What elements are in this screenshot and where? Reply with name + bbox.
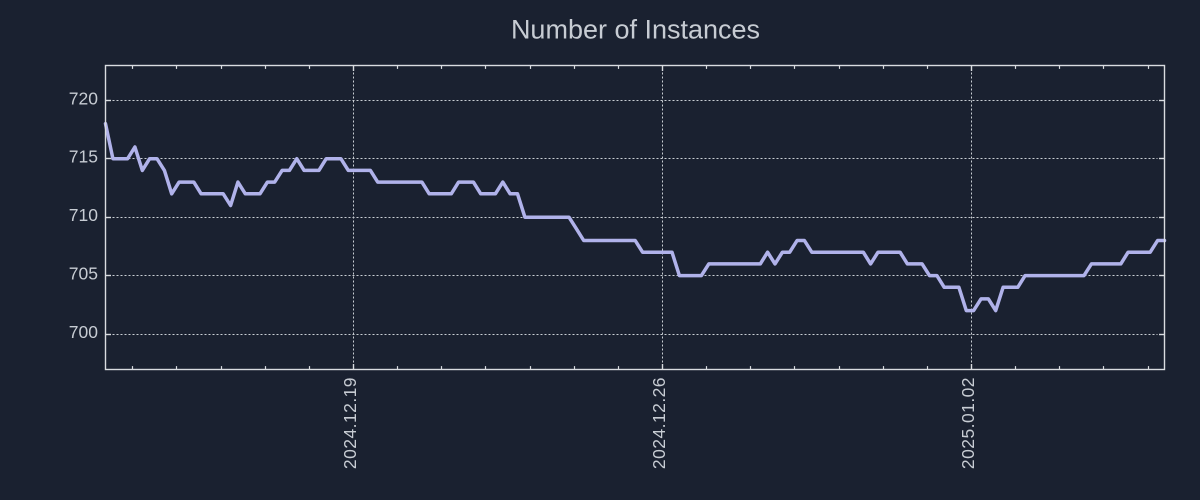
svg-text:2024.12.26: 2024.12.26	[649, 377, 669, 469]
svg-text:720: 720	[69, 88, 98, 108]
svg-text:700: 700	[69, 322, 98, 342]
svg-text:2024.12.19: 2024.12.19	[340, 377, 360, 469]
svg-text:715: 715	[69, 147, 98, 167]
svg-text:Number of Instances: Number of Instances	[511, 15, 760, 45]
svg-text:710: 710	[69, 205, 98, 225]
svg-text:2025.01.02: 2025.01.02	[958, 377, 978, 469]
svg-text:705: 705	[69, 264, 98, 284]
